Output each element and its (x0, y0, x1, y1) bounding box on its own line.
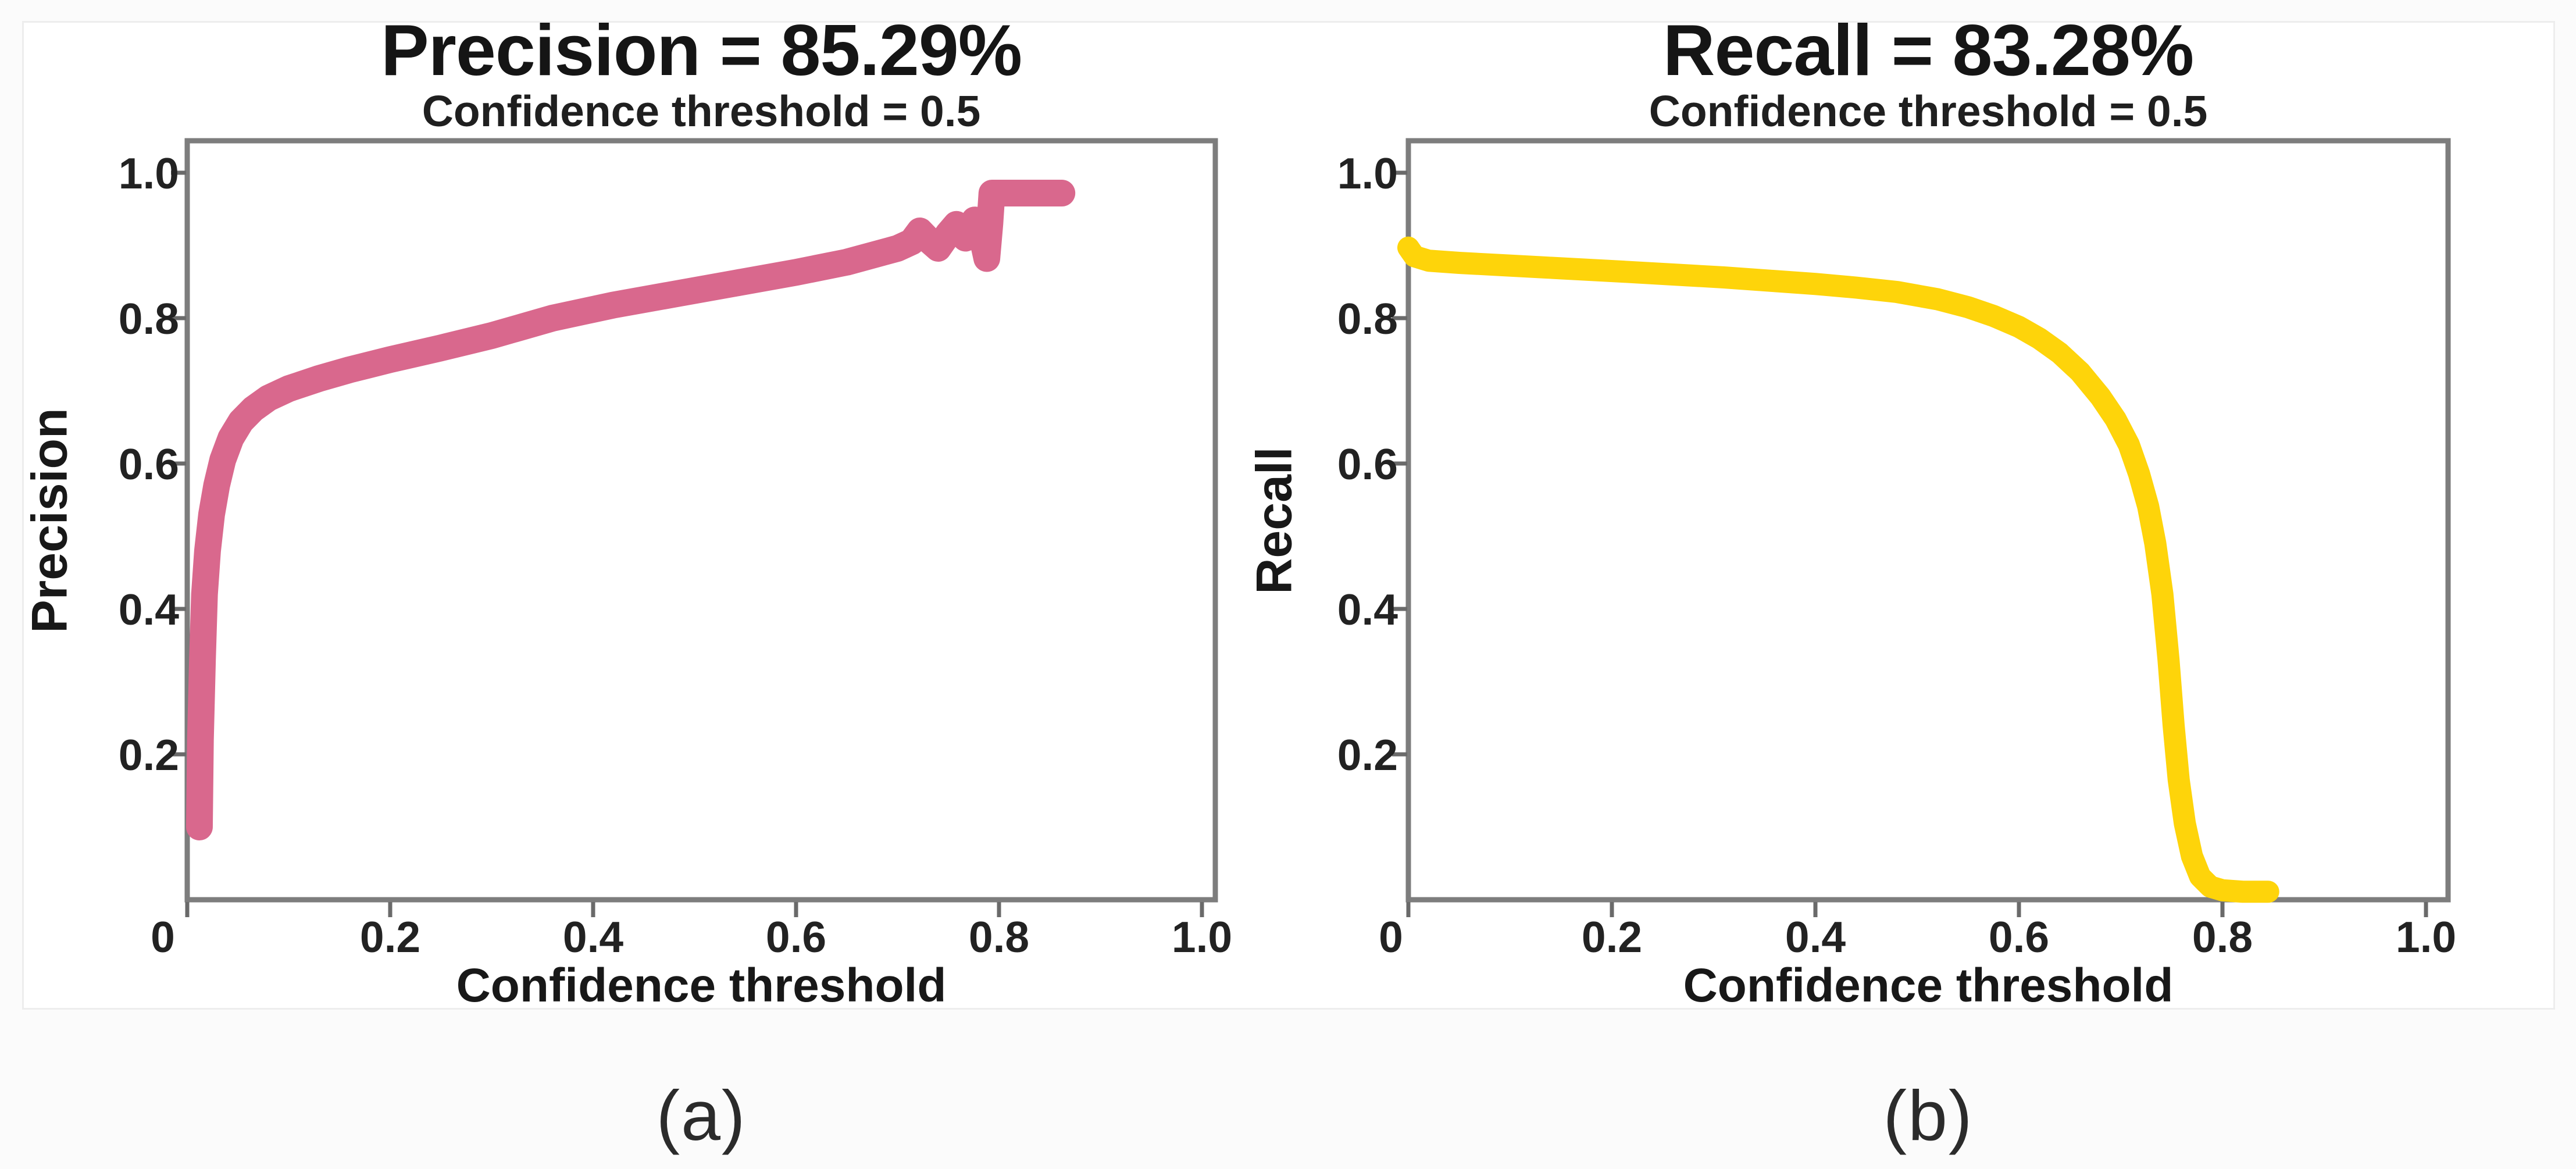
x-tick-label: 0.4 (562, 913, 624, 961)
x-tick-label: 0.6 (765, 913, 827, 961)
recall-y-axis-label: Recall (1246, 447, 1303, 594)
x-tick-label: 0.6 (1988, 913, 2050, 961)
x-tick-label: 0.8 (2192, 913, 2253, 961)
recall-x-axis-label: Confidence threshold (1683, 959, 2174, 1012)
recall-chart-subtitle: Confidence threshold = 0.5 (1649, 87, 2208, 136)
x-tick-label: 0.2 (1581, 913, 1643, 961)
x-tick-label: 1.0 (2395, 913, 2457, 961)
caption-b: (b) (1883, 1076, 1974, 1155)
precision-x-axis-label: Confidence threshold (456, 959, 947, 1012)
y-tick-label: 0.6 (118, 440, 179, 489)
y-tick-label: 0.6 (1337, 440, 1398, 489)
recall-chart-title: Recall = 83.28% (1662, 10, 2194, 91)
y-tick-label: 0.2 (118, 730, 179, 779)
x-tick-label: 0.8 (968, 913, 1030, 961)
x-tick-label: 1.0 (1171, 913, 1233, 961)
x-tick-label: 0 (1379, 913, 1403, 961)
y-tick-label: 1.0 (1337, 149, 1398, 198)
x-tick-label: 0 (151, 913, 175, 961)
precision-chart-title: Precision = 85.29% (380, 10, 1022, 91)
x-tick-label: 0.2 (359, 913, 421, 961)
y-tick-label: 1.0 (118, 149, 179, 198)
precision-chart-subtitle: Confidence threshold = 0.5 (422, 87, 981, 136)
caption-a: (a) (656, 1076, 747, 1155)
y-tick-label: 0.2 (1337, 730, 1398, 779)
y-tick-label: 0.8 (118, 294, 179, 343)
y-tick-label: 0.4 (118, 585, 179, 634)
precision-y-axis-label: Precision (22, 408, 78, 633)
y-tick-label: 0.8 (1337, 294, 1398, 343)
x-tick-label: 0.4 (1785, 913, 1846, 961)
y-tick-label: 0.4 (1337, 585, 1398, 634)
